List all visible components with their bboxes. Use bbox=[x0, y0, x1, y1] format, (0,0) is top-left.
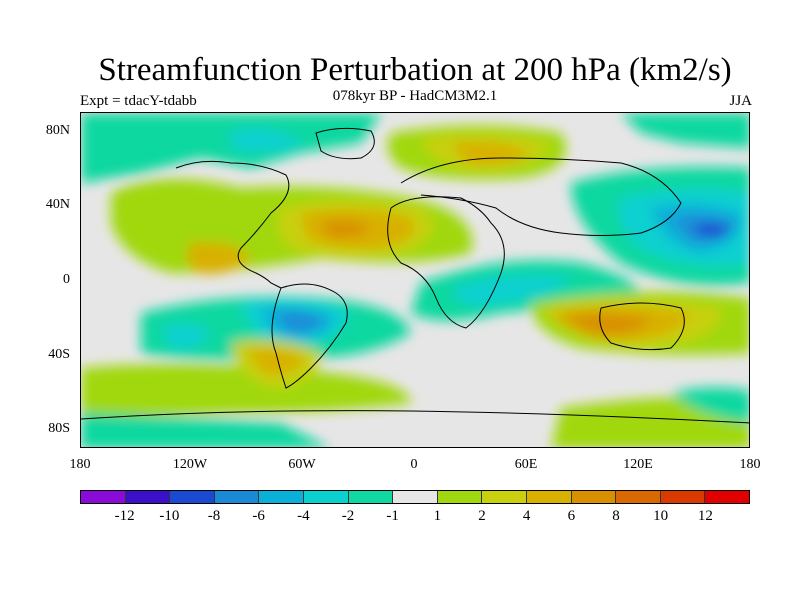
colorbar-swatch bbox=[303, 491, 349, 503]
colorbar bbox=[80, 490, 750, 504]
colorbar-swatch bbox=[348, 491, 394, 503]
colorbar-swatch bbox=[437, 491, 483, 503]
streamfunction-field bbox=[81, 113, 749, 447]
experiment-label: Expt = tdacY-tdabb bbox=[80, 93, 197, 109]
colorbar-swatch bbox=[125, 491, 171, 503]
colorbar-label: -4 bbox=[297, 508, 310, 524]
colorbar-swatch bbox=[705, 491, 749, 503]
colorbar-swatch bbox=[259, 491, 304, 503]
map-panel bbox=[80, 112, 750, 448]
lat-tick-eq: 0 bbox=[63, 272, 70, 287]
lon-tick-60e: 60E bbox=[514, 457, 538, 472]
colorbar-label: -1 bbox=[386, 508, 399, 524]
colorbar-label: -2 bbox=[341, 508, 355, 524]
season-label: JJA bbox=[729, 93, 752, 109]
lon-tick-180w: 180 bbox=[69, 457, 91, 472]
colorbar-label: 10 bbox=[653, 508, 669, 524]
colorbar-swatch bbox=[81, 491, 126, 503]
colorbar-label: -12 bbox=[114, 508, 135, 524]
lat-tick-80n: 80N bbox=[45, 123, 70, 138]
colorbar-swatch bbox=[393, 491, 438, 503]
lon-tick-120e: 120E bbox=[623, 457, 653, 472]
colorbar-label: 2 bbox=[478, 508, 486, 524]
colorbar-label: 12 bbox=[697, 508, 713, 524]
colorbar-swatch bbox=[616, 491, 661, 503]
colorbar-swatch bbox=[170, 491, 215, 503]
colorbar-swatch bbox=[482, 491, 527, 503]
lat-tick-80s: 80S bbox=[48, 421, 70, 436]
colorbar-label: 6 bbox=[567, 508, 576, 524]
lon-tick-120w: 120W bbox=[172, 457, 208, 472]
colorbar-swatch bbox=[660, 491, 706, 503]
colorbar-swatch bbox=[214, 491, 260, 503]
colorbar-swatch bbox=[526, 491, 572, 503]
colorbar-label: -6 bbox=[252, 508, 265, 524]
lon-tick-180e: 180 bbox=[739, 457, 761, 472]
lat-tick-40n: 40N bbox=[45, 197, 70, 212]
colorbar-label: -10 bbox=[159, 508, 180, 524]
colorbar-label: 4 bbox=[522, 508, 531, 524]
plot-subtitle: 078kyr BP - HadCM3M2.1 bbox=[332, 88, 498, 104]
colorbar-label: 8 bbox=[612, 508, 620, 524]
plot-title: Streamfunction Perturbation at 200 hPa (… bbox=[98, 52, 732, 88]
lon-tick-60w: 60W bbox=[288, 457, 316, 472]
colorbar-swatch bbox=[571, 491, 617, 503]
lon-tick-0: 0 bbox=[410, 457, 418, 472]
coastlines bbox=[81, 127, 749, 424]
lat-tick-40s: 40S bbox=[48, 347, 70, 362]
colorbar-label: -8 bbox=[207, 508, 221, 524]
colorbar-label: 1 bbox=[433, 508, 442, 524]
